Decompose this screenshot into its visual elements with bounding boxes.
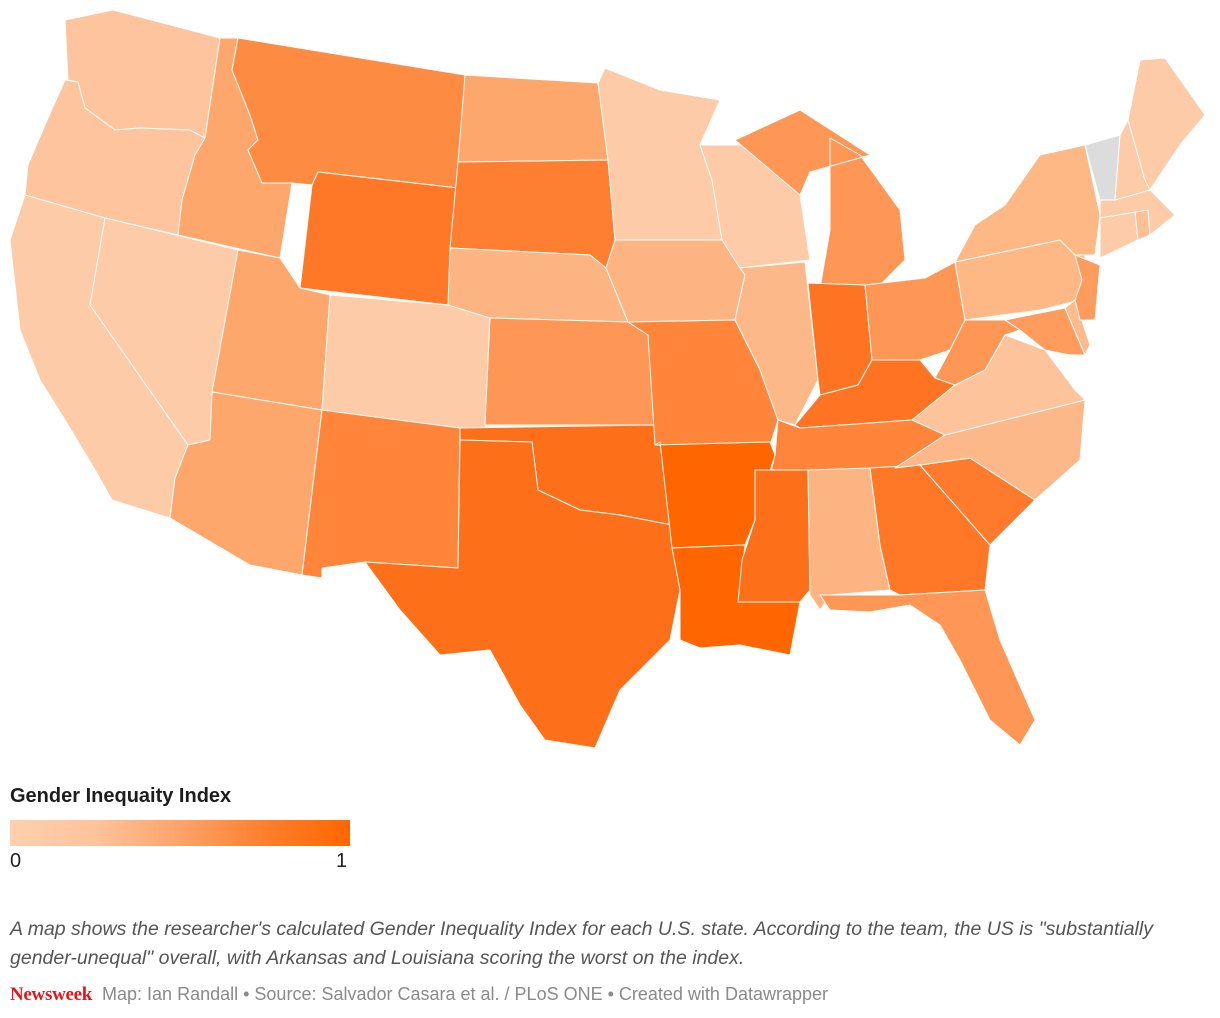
footer-credits: Newsweek Map: Ian Randall • Source: Salva… — [10, 984, 828, 1006]
state-north-dakota[interactable]: North Dakota: 0.45 — [457, 74, 609, 163]
legend-gradient-bar — [10, 820, 350, 846]
state-texas[interactable]: Texas: 0.9 — [364, 439, 681, 749]
state-kansas[interactable]: Kansas: 0.6 — [484, 317, 656, 426]
state-maine[interactable]: Maine: 0.1 — [1127, 57, 1206, 191]
legend-title: Gender Inequaity Index — [10, 785, 232, 807]
state-florida[interactable]: Florida: 0.6 — [819, 589, 1036, 746]
newsweek-logo[interactable]: Newsweek — [10, 984, 93, 1005]
legend-min-label: 0 — [10, 850, 22, 872]
credits-text: Map: Ian Randall • Source: Salvador Casa… — [102, 984, 828, 1004]
state-connecticut[interactable]: Connecticut: 0.1 — [1099, 211, 1139, 259]
state-arkansas[interactable]: Arkansas: 1 — [654, 441, 776, 549]
state-rhode-island[interactable]: Rhode Island: 0.25 — [1134, 209, 1151, 241]
state-new-mexico[interactable]: New Mexico: 0.75 — [301, 409, 461, 579]
state-delaware[interactable]: Delaware: 0.3 — [1064, 299, 1091, 356]
legend-max-label: 1 — [336, 850, 348, 872]
map-caption: A map shows the researcher's calculated … — [10, 918, 1153, 969]
us-choropleth-map: Washington: 0.15Oregon: 0.15California: … — [9, 9, 1206, 749]
state-iowa[interactable]: Iowa: 0.35 — [605, 239, 746, 323]
state-west-virginia[interactable]: West Virginia: 0.6 — [934, 319, 1021, 386]
state-new-jersey[interactable]: New Jersey: 0.55 — [1074, 254, 1101, 321]
state-wyoming[interactable]: Wyoming: 0.85 — [299, 171, 459, 306]
state-montana[interactable]: Montana: 0.7 — [231, 37, 466, 189]
